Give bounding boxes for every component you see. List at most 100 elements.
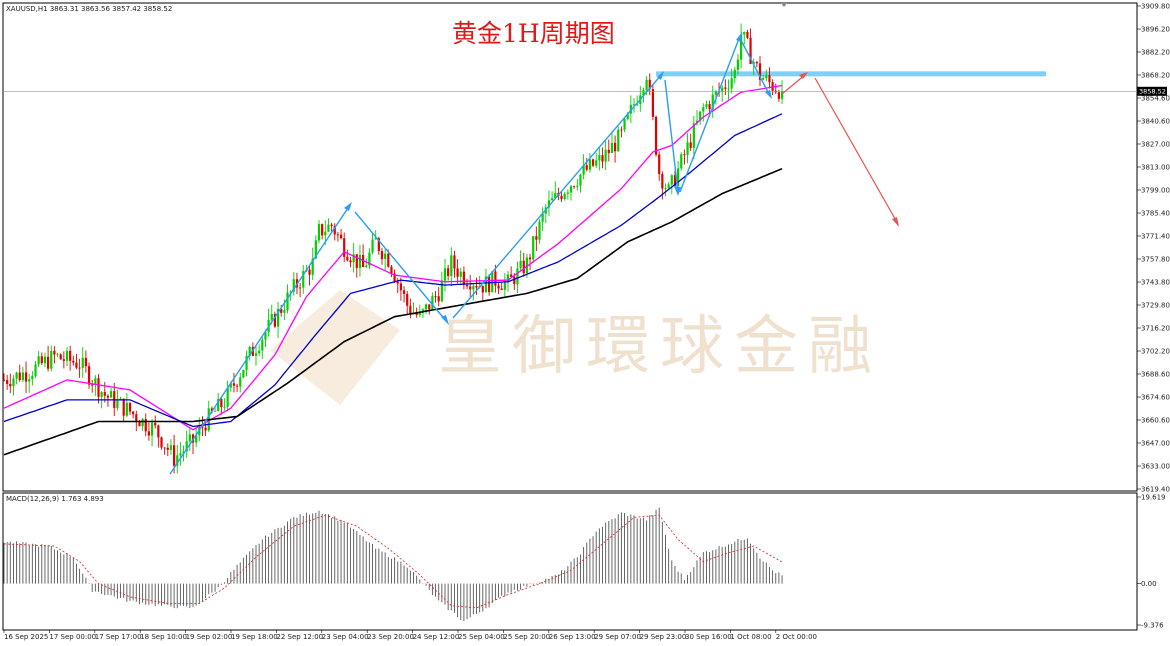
candle-body (18, 372, 21, 380)
time-tick-label: 25 Sep 20:00 (503, 633, 550, 641)
price-tick-label: 3729.80 (1141, 302, 1170, 310)
arrowhead-icon (441, 315, 449, 325)
candle-body (65, 350, 69, 361)
macd-axis: 19.619 0.00 -9.376 (1137, 494, 1166, 630)
watermark: 皇御環球金融 (270, 290, 872, 405)
time-tick-label: 1 Oct 08:00 (730, 633, 771, 641)
candle-body (415, 312, 418, 316)
candle-body (692, 123, 695, 148)
candle-body (510, 274, 513, 277)
candle-body (185, 441, 188, 452)
price-tick-label: 3660.60 (1141, 417, 1170, 425)
candle-body (179, 453, 182, 456)
candle-body (481, 285, 484, 293)
candle-body (47, 356, 50, 369)
projection-arrow-down (814, 77, 899, 225)
trend-arrow-down-1 (354, 211, 448, 323)
candle-body (286, 292, 289, 311)
price-tick-label: 3743.80 (1141, 279, 1170, 287)
candle-body (324, 231, 327, 236)
candle-body (588, 159, 591, 170)
trend-arrow-up-3 (679, 35, 741, 193)
price-tick-label: 3647.00 (1141, 440, 1170, 448)
candle-body (765, 75, 768, 79)
price-tick-label: 3854.60 (1141, 95, 1170, 103)
candle-body (176, 455, 179, 466)
resistance-band (656, 71, 1046, 77)
candle-body (106, 395, 110, 398)
symbol-header: XAUUSD,H1 3863.31 3863.56 3857.42 3858.5… (6, 5, 172, 13)
time-tick-label: 29 Sep 07:00 (594, 633, 641, 641)
candle-body (333, 225, 336, 235)
candle-body (686, 142, 689, 156)
candle-body (248, 346, 251, 356)
time-tick-label: 17 Sep 17:00 (95, 633, 142, 641)
candle-body (390, 266, 393, 274)
candle-body (402, 290, 406, 294)
candle-body (223, 406, 226, 408)
price-tick-label: 3840.60 (1141, 118, 1170, 126)
candle-body (154, 422, 157, 426)
candle-body (330, 224, 333, 226)
candle-body (371, 239, 374, 253)
candle-body (280, 308, 283, 313)
candle-body (399, 283, 402, 291)
scroll-marker-icon (780, 2, 788, 7)
candle-body (538, 221, 541, 240)
candle-body (321, 224, 324, 236)
candle-body (743, 31, 746, 35)
candle-body (31, 375, 34, 380)
candle-body (418, 312, 421, 316)
candle-body (229, 383, 232, 388)
candle-body (497, 285, 500, 289)
candle-body (566, 192, 569, 194)
candle-body (604, 149, 607, 162)
current-price-tag (1137, 86, 1167, 96)
candle-body (465, 284, 469, 287)
candle-body (299, 287, 302, 289)
time-tick-label: 30 Sep 16:00 (685, 633, 732, 641)
candle-body (645, 79, 648, 91)
candle-body (535, 236, 538, 240)
candle-body (654, 116, 658, 155)
time-tick-label: 2 Oct 00:00 (776, 633, 817, 641)
candle-body (314, 240, 317, 259)
candle-body (308, 269, 311, 275)
candle-body (626, 113, 629, 120)
candle-body (585, 165, 588, 170)
candle-body (721, 87, 724, 93)
candle-body (276, 308, 280, 327)
candle-body (569, 186, 573, 193)
candle-body (311, 258, 314, 275)
candle-body (12, 378, 15, 387)
blue-arrowheads (344, 32, 772, 325)
candle-body (100, 392, 103, 397)
time-tick-label: 23 Sep 20:00 (367, 633, 414, 641)
candle-body (541, 213, 544, 222)
candle-body (560, 195, 563, 199)
arrowhead-icon (765, 90, 772, 99)
price-tick-label: 3909.80 (1141, 3, 1170, 11)
candle-body (614, 142, 617, 152)
candle-body (75, 362, 78, 368)
time-tick-label: 24 Sep 12:00 (413, 633, 460, 641)
candle-body (393, 273, 396, 282)
candle-body (150, 422, 154, 436)
red-arrowheads (799, 72, 899, 227)
macd-tick-label: 19.619 (1141, 494, 1166, 502)
macd-label: MACD(12,26,9) 1.763 4.893 (6, 495, 104, 503)
candle-body (116, 399, 119, 408)
arrowhead-icon (674, 186, 681, 196)
main-pane-frame (2, 2, 1138, 492)
moving-average-line (3, 84, 783, 431)
candle-body (128, 402, 132, 412)
candle-body (138, 421, 141, 427)
candle-body (472, 285, 475, 290)
candle-body (91, 384, 94, 386)
candle-body (661, 174, 664, 189)
candle-body (680, 154, 683, 169)
candle-body (768, 75, 771, 83)
candle-body (758, 63, 762, 80)
candle-body (43, 356, 47, 364)
candle-body (500, 288, 503, 290)
